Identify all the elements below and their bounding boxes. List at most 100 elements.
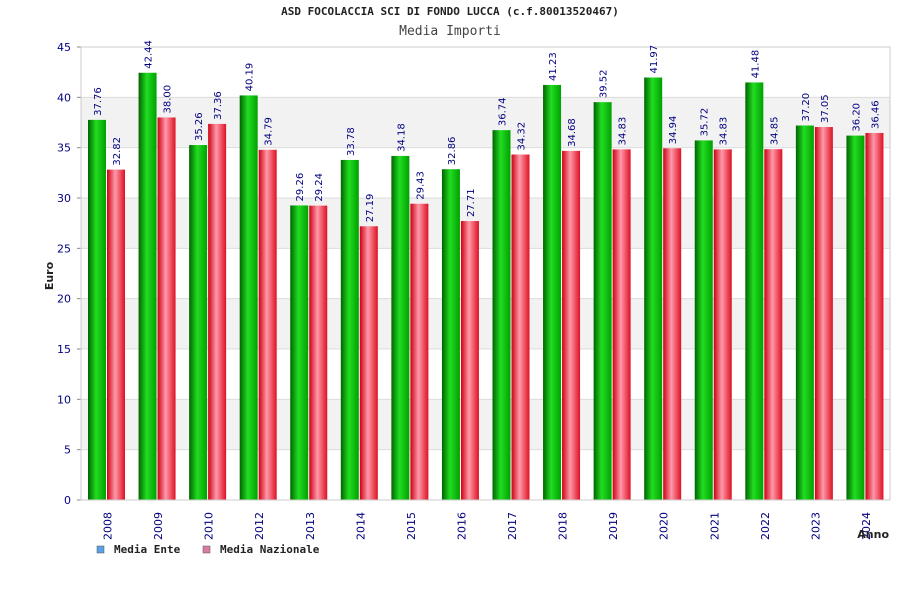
chart-subtitle: Media Importi xyxy=(399,24,501,39)
data-label: 34.32 xyxy=(517,122,528,151)
bar-media-nazionale-2019 xyxy=(612,149,631,501)
y-tick-label: 35 xyxy=(57,142,71,155)
data-label: 34.85 xyxy=(769,117,780,146)
bar-media-ente-2012 xyxy=(239,95,258,501)
x-tick-label: 2010 xyxy=(203,512,216,540)
plot-band xyxy=(81,47,890,98)
data-label: 40.19 xyxy=(245,63,256,92)
x-tick-label: 2019 xyxy=(607,512,620,540)
x-tick-label: 2018 xyxy=(557,512,570,540)
data-labels-layer: 37.76 32.82 42.44 38.00 35.26 37.36 40.19 34.79… xyxy=(93,40,881,222)
legend-label: Media Ente xyxy=(114,543,181,556)
y-tick-label: 15 xyxy=(57,343,71,356)
x-tick-label: 2023 xyxy=(809,512,822,540)
x-tick-label: 2016 xyxy=(455,512,468,540)
y-tick-label: 30 xyxy=(57,192,71,205)
data-label: 42.44 xyxy=(144,40,155,69)
bar-media-ente-2019 xyxy=(593,102,612,500)
data-label: 32.86 xyxy=(447,137,458,166)
bar-media-ente-2014 xyxy=(340,159,359,500)
data-label: 37.05 xyxy=(820,94,831,123)
x-tick-label: 2013 xyxy=(304,512,317,540)
data-label: 33.78 xyxy=(346,127,357,156)
legend-swatch xyxy=(202,545,211,554)
bar-media-ente-2023 xyxy=(795,125,814,501)
y-tick-label: 20 xyxy=(57,293,71,306)
legend-label: Media Nazionale xyxy=(220,543,320,556)
bar-media-nazionale-2022 xyxy=(764,149,783,500)
x-tick-label: 2015 xyxy=(405,512,418,540)
y-tick-label: 40 xyxy=(57,91,71,104)
x-axis-title: Anno xyxy=(857,528,889,541)
bar-media-nazionale-2013 xyxy=(309,205,328,500)
bar-media-ente-2013 xyxy=(290,205,309,500)
x-tick-label: 2008 xyxy=(102,512,115,540)
y-tick-label: 25 xyxy=(57,242,71,255)
y-tick-label: 45 xyxy=(57,41,71,54)
bar-media-nazionale-2009 xyxy=(157,117,176,500)
data-label: 41.97 xyxy=(649,45,660,74)
data-label: 29.24 xyxy=(314,173,325,202)
data-label: 39.52 xyxy=(599,70,610,99)
bar-media-nazionale-2023 xyxy=(814,127,833,500)
x-tick-label: 2021 xyxy=(708,512,721,540)
data-label: 34.18 xyxy=(396,123,407,152)
x-tick-label: 2017 xyxy=(506,512,519,540)
bar-media-ente-2022 xyxy=(745,82,764,501)
bar-media-ente-2024 xyxy=(846,135,865,500)
legend-swatch xyxy=(96,545,105,554)
legend: Media Ente Media Nazionale xyxy=(96,543,320,556)
bar-media-nazionale-2020 xyxy=(663,148,682,500)
data-label: 36.74 xyxy=(498,98,509,127)
bar-media-nazionale-2008 xyxy=(107,169,125,500)
x-tick-label: 2014 xyxy=(354,512,367,540)
bar-media-nazionale-2021 xyxy=(713,149,732,501)
y-axis-title: Euro xyxy=(43,261,56,290)
bar-media-ente-2009 xyxy=(138,72,157,501)
data-label: 34.83 xyxy=(719,117,730,146)
data-label: 38.00 xyxy=(163,85,174,114)
bar-media-ente-2018 xyxy=(543,84,562,501)
bar-media-ente-2016 xyxy=(441,169,460,500)
bar-media-nazionale-2018 xyxy=(562,150,581,500)
data-label: 34.68 xyxy=(567,118,578,147)
data-label: 27.19 xyxy=(365,194,376,223)
data-label: 35.26 xyxy=(194,112,205,141)
plot-frame xyxy=(80,46,891,501)
y-tick-label: 10 xyxy=(57,393,71,406)
x-tick-label: 2012 xyxy=(253,512,266,540)
data-label: 29.43 xyxy=(415,171,426,200)
x-tick-label: 2009 xyxy=(152,512,165,540)
x-tick-label: 2020 xyxy=(658,512,671,540)
x-tick-label: 2024 xyxy=(860,512,873,540)
data-label: 32.82 xyxy=(112,137,123,166)
axes-layer: 0 5 10 15 20 25 30 35 40 45 2008 2009 2010 2012 2013 20… xyxy=(43,41,891,541)
bar-media-ente-2021 xyxy=(694,140,713,500)
data-label: 34.79 xyxy=(264,117,275,146)
data-label: 41.23 xyxy=(548,52,559,81)
data-label: 37.20 xyxy=(801,93,812,122)
data-label: 27.71 xyxy=(466,188,477,217)
bar-media-nazionale-2016 xyxy=(460,221,479,500)
x-tick-label: 2022 xyxy=(759,512,772,540)
data-label: 37.76 xyxy=(93,87,104,116)
bar-media-nazionale-2017 xyxy=(511,154,530,500)
bar-media-nazionale-2010 xyxy=(208,123,227,500)
data-label: 35.72 xyxy=(700,108,711,137)
bar-media-nazionale-2024 xyxy=(865,132,884,500)
data-label: 37.36 xyxy=(213,91,224,120)
chart-title: ASD FOCOLACCIA SCI DI FONDO LUCCA (c.f.8… xyxy=(281,5,619,18)
data-label: 36.20 xyxy=(851,103,862,132)
bar-media-ente-2020 xyxy=(644,77,663,500)
bar-media-nazionale-2014 xyxy=(359,226,378,500)
bars-layer xyxy=(88,72,884,501)
bar-media-nazionale-2012 xyxy=(258,149,277,500)
data-label: 34.83 xyxy=(618,117,629,146)
y-tick-label: 0 xyxy=(64,494,71,507)
bar-media-ente-2017 xyxy=(492,130,511,500)
data-label: 29.26 xyxy=(295,173,306,202)
y-tick-label: 5 xyxy=(64,444,71,457)
bar-media-ente-2008 xyxy=(88,119,106,501)
